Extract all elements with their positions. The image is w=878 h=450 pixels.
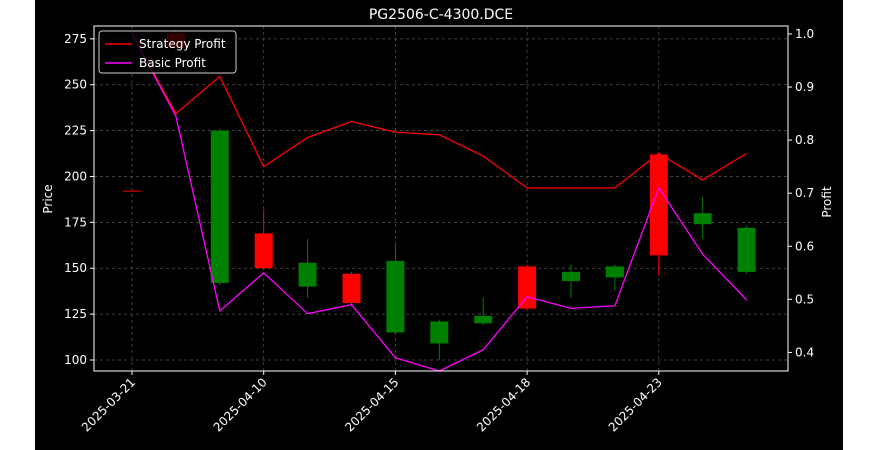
legend: Strategy Profit Basic Profit — [98, 30, 237, 74]
candle-body — [298, 262, 317, 287]
candle-body — [605, 266, 624, 278]
x-tick-label: 2025-04-15 — [342, 375, 401, 434]
y-right-tick-label: 0.8 — [795, 133, 814, 147]
x-tick-label: 2025-04-10 — [211, 375, 270, 434]
candle — [605, 264, 624, 291]
y-right-tick-label: 1.0 — [795, 27, 814, 41]
y-axis-right: 0.4 0.5 0.6 0.7 0.8 0.9 1.0 — [788, 27, 814, 359]
legend-label-basic: Basic Profit — [139, 56, 206, 70]
y-left-tick-label: 200 — [64, 169, 87, 183]
x-tick-label: 2025-04-18 — [474, 375, 533, 434]
strategy-profit-line — [131, 33, 747, 189]
candle-body — [693, 213, 712, 225]
y-axis-left: 100 125 150 175 200 225 250 275 — [64, 32, 94, 367]
candle-body — [386, 260, 405, 333]
candle-body — [737, 227, 756, 272]
candle — [210, 128, 229, 285]
candle — [693, 196, 712, 239]
y-right-tick-label: 0.5 — [795, 292, 814, 306]
candles-layer — [123, 29, 756, 360]
candle — [649, 152, 668, 276]
candle — [430, 319, 449, 360]
y-axis-left-label: Price — [41, 184, 55, 213]
y-right-tick-label: 0.4 — [795, 345, 814, 359]
y-left-tick-label: 150 — [64, 261, 87, 275]
candle — [342, 271, 361, 307]
legend-box — [98, 30, 237, 74]
y-right-tick-label: 0.6 — [795, 239, 814, 253]
candle-body — [562, 271, 580, 282]
candle — [298, 238, 317, 298]
y-left-tick-label: 100 — [64, 353, 87, 367]
candle-body — [474, 315, 493, 324]
x-tick-label: 2025-03-21 — [79, 375, 138, 434]
chart-canvas: 100 125 150 175 200 225 250 275 0.4 0.5 0.6 0.7 0.8… — [35, 0, 843, 450]
y-left-tick-label: 125 — [64, 307, 87, 321]
legend-label-strategy: Strategy Profit — [139, 37, 226, 51]
candle-body — [342, 273, 361, 304]
chart-title: PG2506-C-4300.DCE — [369, 7, 513, 23]
candle-body — [254, 233, 273, 269]
candle-body — [518, 266, 537, 309]
candle — [562, 264, 580, 298]
x-tick-label: 2025-04-23 — [606, 375, 665, 434]
y-axis-right-label: Profit — [820, 186, 834, 218]
plot-frame — [93, 25, 789, 372]
candle-body — [430, 321, 449, 344]
candle-body — [649, 154, 668, 256]
candle — [254, 209, 273, 271]
candle-body — [210, 130, 229, 283]
candle — [737, 226, 756, 274]
candlestick-chart: 100 125 150 175 200 225 250 275 0.4 0.5 0.6 0.7 0.8… — [41, 7, 834, 434]
y-right-tick-label: 0.7 — [795, 186, 814, 200]
x-axis: 2025-03-21 2025-04-10 2025-04-15 2025-04-18… — [79, 371, 665, 434]
candle — [474, 297, 493, 326]
y-left-tick-label: 175 — [64, 215, 87, 229]
grid-lines — [94, 26, 788, 371]
y-left-tick-label: 225 — [64, 124, 87, 138]
y-left-tick-label: 250 — [64, 78, 87, 92]
candle — [386, 244, 405, 335]
y-right-tick-label: 0.9 — [795, 80, 814, 94]
y-left-tick-label: 275 — [64, 32, 87, 46]
